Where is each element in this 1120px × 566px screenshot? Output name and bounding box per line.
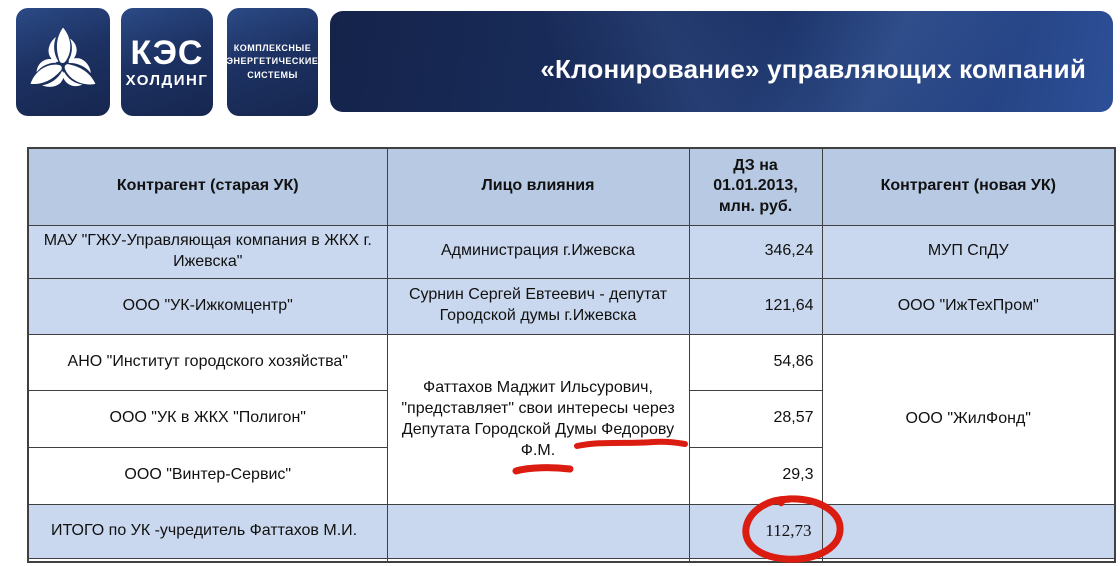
cell-old-uk: АНО "Институт городского хозяйства" (27, 333, 388, 391)
kes-tagline-tile: КОМПЛЕКСНЫЕ ЭНЕРГЕТИЧЕСКИЕ СИСТЕМЫ (227, 8, 318, 116)
cutoff-row (27, 557, 1116, 563)
table-row: ООО "УК в ЖКХ "Полигон" 28,57 (27, 389, 1115, 448)
total-debt: 112,73 (688, 503, 823, 559)
title-band: «Клонирование» управляющих компаний (330, 11, 1113, 112)
cell-debt: 28,57 (688, 389, 823, 448)
col-header-influence: Лицо влияния (386, 147, 690, 226)
kes-logo-tile (16, 8, 110, 116)
total-new-uk-empty (821, 503, 1116, 559)
table-header-row: Контрагент (старая УК) Лицо влияния ДЗ н… (27, 147, 1116, 226)
cell-old-uk: ООО "УК в ЖКХ "Полигон" (27, 389, 388, 448)
influence-line: Депутата Городской Думы Федорову (401, 421, 675, 438)
col-header-new-uk: Контрагент (новая УК) (821, 147, 1116, 226)
cell-debt: 346,24 (688, 224, 823, 279)
cell-debt: 54,86 (688, 333, 823, 391)
cell-influence: Сурнин Сергей Евтеевич - депутат Городск… (386, 277, 690, 335)
table-row: АНО "Институт городского хозяйства" Фатт… (27, 333, 1116, 505)
kes-name-tile: КЭС ХОЛДИНГ (121, 8, 213, 116)
col-header-debt: ДЗ на 01.01.2013, млн. руб. (688, 147, 823, 226)
total-row: ИТОГО по УК -учредитель Фаттахов М.И. 11… (27, 503, 1116, 559)
companies-table: Контрагент (старая УК) Лицо влияния ДЗ н… (27, 147, 1116, 566)
slide-title: «Клонирование» управляющих компаний (540, 54, 1086, 84)
cell-debt: 121,64 (688, 277, 823, 335)
cell-debt: 29,3 (688, 446, 823, 505)
cell-new-uk: МУП СпДУ (821, 224, 1116, 279)
table-row: ООО "УК-Ижкомцентр" Сурнин Сергей Евтеев… (27, 277, 1116, 335)
table-row: ООО "Винтер-Сервис" 29,3 (27, 446, 1115, 505)
cell-old-uk: МАУ "ГЖУ-Управляющая компания в ЖКХ г. И… (27, 224, 388, 279)
cell-old-uk: ООО "Винтер-Сервис" (27, 446, 388, 505)
influence-line: "представляет" свои интересы через (401, 400, 675, 417)
total-label: ИТОГО по УК -учредитель Фаттахов М.И. (27, 503, 388, 559)
cell-influence: Администрация г.Ижевска (386, 224, 690, 279)
tagline-line: ЭНЕРГЕТИЧЕСКИЕ (226, 56, 319, 67)
total-influence-empty (386, 503, 690, 559)
influence-line: Фаттахов Маджит Ильсурович, (423, 379, 653, 396)
cell-influence-merged: Фаттахов Маджит Ильсурович, "представляе… (386, 333, 690, 505)
cell-new-uk-merged: ООО "ЖилФонд" (821, 333, 1116, 505)
cell-old-uk: ООО "УК-Ижкомцентр" (27, 277, 388, 335)
influence-line: Ф.М. (520, 442, 556, 459)
kes-name-sub: ХОЛДИНГ (125, 72, 209, 89)
kes-name-main: КЭС (130, 34, 204, 72)
cell-new-uk: ООО "ИжТехПром" (821, 277, 1116, 335)
kes-trefoil-icon (24, 27, 102, 97)
col-header-old-uk: Контрагент (старая УК) (27, 147, 388, 226)
tagline-line: КОМПЛЕКСНЫЕ (233, 42, 312, 53)
table-row: МАУ "ГЖУ-Управляющая компания в ЖКХ г. И… (27, 224, 1116, 279)
tagline-line: СИСТЕМЫ (247, 69, 298, 80)
